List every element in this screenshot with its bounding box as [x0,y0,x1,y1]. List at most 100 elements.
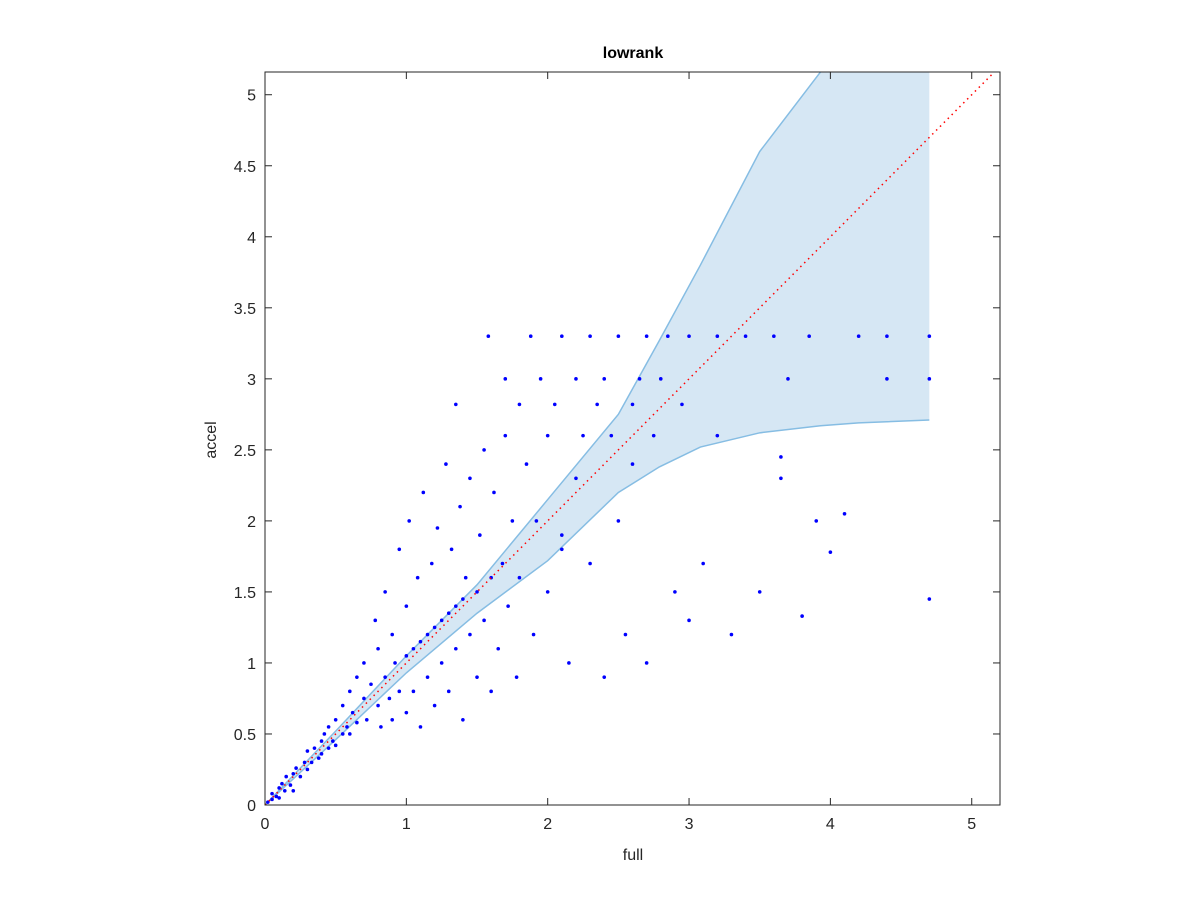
point [842,511,847,516]
y-tick-label: 2.5 [234,443,256,460]
point [333,743,338,748]
y-tick-label: 3 [247,372,256,389]
point [651,433,656,438]
point [644,661,649,665]
point [800,614,804,618]
point [404,710,409,715]
point [312,746,317,750]
point [340,732,345,736]
point [397,547,402,552]
point [814,519,819,523]
point [411,646,416,651]
point [772,334,776,339]
point [581,433,585,438]
point [458,504,462,509]
point [588,334,592,339]
point [616,519,621,523]
point [393,661,397,665]
point [446,689,451,694]
point [270,797,274,802]
point [340,703,345,708]
point [454,604,458,608]
point [534,519,539,523]
band-lower-edge [265,419,930,805]
x-tick-label: 4 [826,816,835,833]
point [701,561,705,566]
point [927,597,932,601]
x-tick-label: 3 [685,816,694,833]
point [326,725,331,729]
point [404,604,409,608]
point [369,682,373,687]
point [348,689,352,694]
y-tick-label: 0 [247,798,256,815]
point [355,720,359,725]
chart-title: lowrank [603,45,664,62]
point [390,717,395,722]
point [552,402,557,407]
point [387,696,392,701]
point [309,760,314,765]
point [503,433,508,438]
point [468,632,472,637]
point [567,661,571,665]
y-tick-label: 4.5 [234,159,256,176]
point [673,590,677,594]
point [482,618,486,623]
point [274,794,279,799]
point [302,760,307,765]
y-tick-label: 1.5 [234,585,256,602]
point [291,771,296,776]
point [432,703,437,708]
point [294,766,298,770]
point [545,433,550,438]
point [489,689,493,694]
point [404,654,409,658]
point [270,791,274,796]
point [407,519,411,523]
point [644,334,649,339]
point [492,490,496,495]
point [630,402,635,407]
point [658,377,663,381]
point [506,604,510,608]
point [560,547,564,552]
point [687,334,691,339]
point [524,462,529,466]
point [439,661,444,665]
axes-box [264,71,1001,806]
point [348,732,352,736]
point [486,334,491,339]
point [927,377,932,381]
point [454,646,458,651]
point [446,611,451,616]
point [496,646,501,651]
point [715,433,720,438]
point [355,675,359,679]
point [383,590,387,594]
point [602,377,607,381]
x-axis-label: full [623,847,643,864]
band-fill [265,72,930,805]
point [666,334,670,339]
point [333,717,338,722]
point [715,334,720,339]
point [322,732,327,736]
point [517,575,522,580]
point [439,618,444,623]
point [545,590,550,594]
point [305,749,310,753]
point [729,632,734,637]
point [609,433,614,438]
x-tick-label: 2 [543,816,552,833]
point [376,646,380,651]
point [574,476,578,481]
point [362,661,366,665]
point [319,752,324,756]
point [454,402,458,407]
point [743,334,748,339]
point [807,334,811,339]
point [885,334,889,339]
point [514,675,519,679]
